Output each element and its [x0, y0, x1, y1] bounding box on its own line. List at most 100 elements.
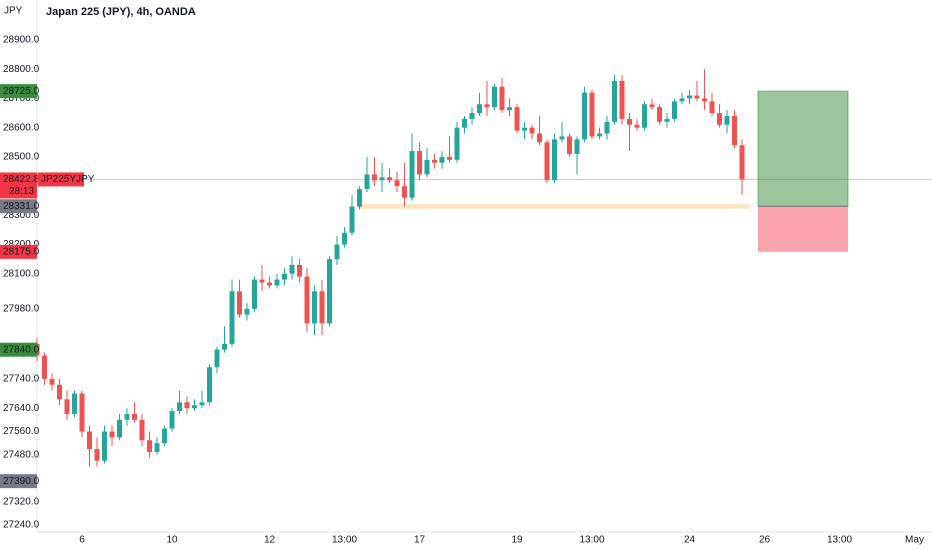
candle-body	[574, 139, 580, 154]
y-tick-label: 28900.0	[3, 35, 40, 46]
candle-body	[567, 136, 572, 154]
candle-body	[394, 180, 400, 187]
candle-body	[657, 107, 662, 122]
candle-body	[664, 118, 670, 122]
price-tag	[0, 474, 37, 489]
candle-body	[552, 139, 557, 181]
candle-body	[267, 282, 272, 286]
candle-body	[424, 159, 430, 175]
candle-body	[237, 291, 242, 315]
candle-body	[439, 156, 445, 163]
candle-body	[162, 428, 167, 444]
target-zone	[757, 90, 849, 207]
price-tag	[0, 244, 37, 259]
candle-body	[672, 101, 677, 119]
y-tick-label: 28700.0	[3, 93, 40, 104]
candle-body	[492, 86, 497, 108]
symbol-label: JP225YJPY	[41, 174, 95, 185]
y-tick-label: 27640.0	[3, 403, 40, 414]
candle-body	[379, 177, 385, 181]
candle-body	[432, 159, 437, 163]
candle-body	[612, 80, 617, 122]
candle-body	[709, 101, 715, 114]
candle-body	[147, 440, 152, 452]
x-tick-label: 13:00	[827, 535, 852, 546]
candle-body	[79, 393, 85, 432]
candle-body	[732, 115, 737, 146]
y-tick-label: 28200.0	[3, 239, 40, 250]
candle-body	[349, 206, 355, 233]
candle-body	[154, 443, 160, 452]
y-tick-label: 28500.0	[3, 152, 40, 163]
candle-body	[477, 104, 482, 114]
candle-body	[739, 145, 745, 180]
entry-zone	[360, 203, 750, 209]
candle-body	[634, 124, 640, 128]
price-tag-label: 27840.0	[3, 344, 40, 355]
price-tag	[0, 342, 37, 357]
y-tick-label: 27560.0	[3, 426, 40, 437]
axis-unit: JPY	[4, 6, 23, 17]
candle-body	[184, 402, 190, 409]
candle-body	[49, 378, 55, 385]
candle-body	[522, 127, 527, 131]
candle-body	[327, 259, 332, 324]
x-tick-label: 19	[511, 535, 523, 546]
y-tick-label: 27240.0	[3, 520, 40, 531]
candle-body	[582, 92, 587, 140]
y-tick-label: 27980.0	[3, 303, 40, 314]
candle-body	[537, 133, 542, 143]
candle-body	[94, 449, 100, 461]
candle-body	[169, 411, 175, 429]
x-tick-label: 13:00	[332, 535, 357, 546]
candle-body	[529, 127, 535, 134]
candle-body	[207, 367, 212, 403]
candle-body	[214, 349, 220, 368]
candle-body	[499, 86, 505, 111]
candle-body	[409, 151, 415, 198]
candle-body	[717, 113, 722, 125]
candle-body	[454, 127, 460, 160]
candle-body	[642, 104, 647, 128]
candle-body	[177, 402, 182, 412]
candle-body	[687, 95, 692, 99]
candle-body	[124, 413, 130, 420]
candle-body	[402, 186, 407, 198]
candle-body	[319, 291, 325, 324]
candle-body	[597, 133, 602, 137]
x-tick-label: 24	[684, 535, 696, 546]
price-tag-label: 28725.0	[3, 86, 40, 97]
candle-body	[72, 393, 77, 414]
price-tag-label: 28331.0	[3, 201, 40, 212]
candle-body	[109, 431, 115, 438]
y-tick-label: 28600.0	[3, 122, 40, 133]
candle-body	[387, 177, 392, 181]
price-tag	[0, 84, 37, 99]
candle-body	[447, 156, 452, 160]
current-price-tag	[0, 172, 37, 199]
candle-body	[559, 136, 565, 140]
candle-body	[372, 174, 377, 181]
candle-body	[507, 107, 512, 111]
candle-body	[312, 291, 317, 324]
candle-body	[117, 419, 122, 438]
candle-body	[484, 104, 490, 108]
candle-body	[694, 95, 700, 99]
x-tick-label: 10	[166, 535, 178, 546]
candle-body	[289, 264, 295, 274]
candle-body	[619, 80, 625, 119]
y-tick-label: 28100.0	[3, 268, 40, 279]
candle-body	[589, 92, 595, 137]
candle-body	[42, 355, 47, 379]
candle-body	[462, 118, 467, 128]
y-tick-label: 28300.0	[3, 210, 40, 221]
y-tick-label: 27320.0	[3, 496, 40, 507]
candle-body	[132, 413, 137, 420]
candle-body	[364, 174, 370, 190]
candle-body	[297, 264, 302, 277]
price-tag	[0, 199, 37, 214]
x-tick-label: 12	[264, 535, 276, 546]
candle-body	[627, 118, 632, 125]
y-tick-label: 27740.0	[3, 374, 40, 385]
